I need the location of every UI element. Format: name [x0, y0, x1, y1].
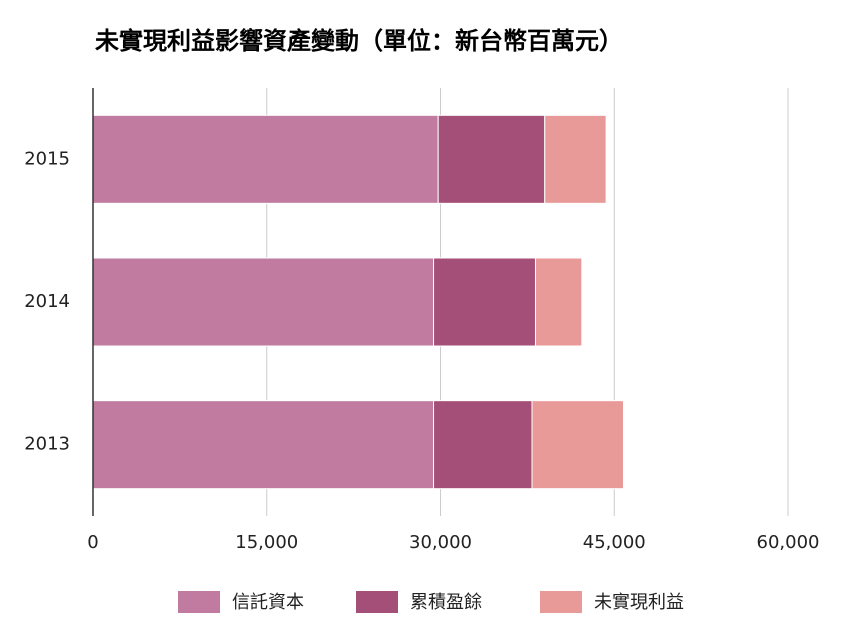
bar-segment — [92, 114, 439, 204]
bar-segment — [437, 114, 546, 204]
legend-label: 累積盈餘 — [410, 592, 482, 613]
legend-label: 信託資本 — [232, 592, 304, 613]
y-tick-label: 2015 — [24, 148, 70, 169]
legend-label: 未實現利益 — [594, 592, 684, 613]
legend-swatch — [356, 591, 398, 613]
bar-segment — [544, 114, 607, 204]
y-tick-label: 2013 — [24, 434, 70, 455]
x-tick-label: 15,000 — [235, 532, 298, 553]
bar-segment — [92, 257, 435, 347]
bar-segment — [433, 400, 533, 490]
bar-segment — [92, 400, 435, 490]
legend-swatch — [178, 591, 220, 613]
x-tick-label: 60,000 — [757, 532, 820, 553]
y-tick-label: 2014 — [24, 291, 70, 312]
x-tick-label: 45,000 — [583, 532, 646, 553]
x-tick-label: 0 — [87, 532, 98, 553]
bar-segment — [433, 257, 536, 347]
x-tick-label: 30,000 — [409, 532, 472, 553]
bar-segment — [531, 400, 625, 490]
legend-swatch — [540, 591, 582, 613]
bar-segment — [534, 257, 583, 347]
chart-title: 未實現利益影響資產變動（單位：新台幣百萬元） — [95, 27, 623, 55]
